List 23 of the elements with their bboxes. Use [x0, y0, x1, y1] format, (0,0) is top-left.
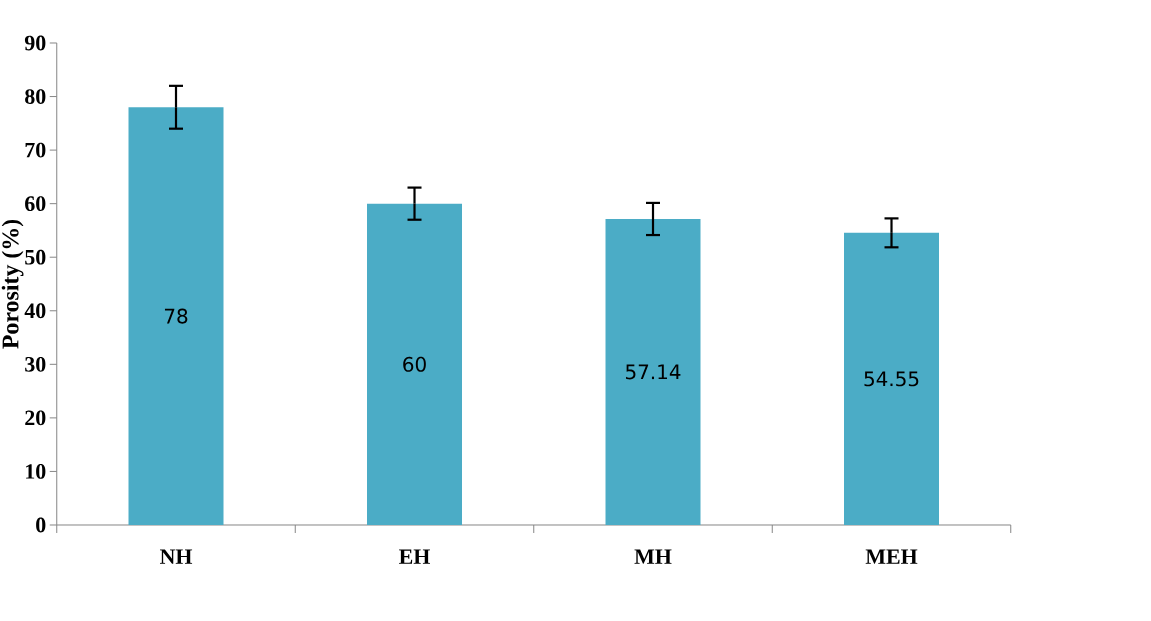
y-tick-label: 30: [25, 356, 46, 372]
y-tick-label: 70: [25, 142, 46, 158]
y-tick-label: 90: [24, 35, 46, 51]
y-tick-label: 50: [25, 249, 46, 265]
bar: [605, 218, 701, 525]
x-tick-label: MH: [634, 549, 672, 564]
y-axis-title: Porosity (%): [1, 219, 24, 349]
data-label: 54.55: [864, 371, 919, 387]
bar: [367, 203, 463, 525]
x-tick-label: NH: [159, 549, 193, 564]
bar: [844, 232, 940, 525]
y-tick-label: 10: [26, 464, 46, 479]
data-label: 57.14: [626, 364, 681, 380]
y-tick-label: 20: [25, 410, 46, 426]
data-label: 60: [403, 356, 426, 372]
data-label: 78: [164, 308, 188, 324]
y-tick-label: 40: [24, 303, 46, 319]
x-tick-label: MEH: [865, 549, 918, 564]
bar: [128, 107, 224, 525]
x-tick-label: EH: [399, 549, 430, 564]
y-tick-label: 0: [36, 517, 46, 533]
y-tick-label: 80: [25, 89, 46, 104]
y-tick-label: 60: [25, 196, 46, 212]
